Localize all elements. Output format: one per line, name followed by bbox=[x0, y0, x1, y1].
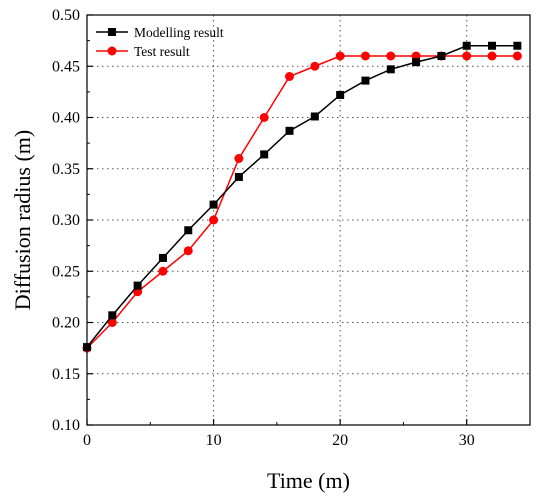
axis-ticks: 0 10 20 30 0.10 0.15 0.20 0.25 0.30 0.35 0.40 0.45 0… bbox=[52, 7, 475, 449]
data-point-square bbox=[209, 200, 218, 209]
data-point-circle bbox=[386, 51, 396, 61]
data-point-square bbox=[412, 58, 421, 67]
x-tick-label: 0 bbox=[83, 432, 91, 449]
y-tick-label: 0.50 bbox=[52, 7, 80, 24]
data-point-square bbox=[108, 311, 117, 320]
legend-label: Test result bbox=[134, 44, 190, 59]
data-point-square bbox=[310, 112, 319, 121]
data-point-square bbox=[488, 41, 497, 50]
data-point-square bbox=[158, 253, 167, 262]
data-point-square bbox=[133, 281, 142, 290]
data-point-square bbox=[462, 41, 471, 50]
data-point-circle bbox=[183, 246, 193, 256]
grid-lines bbox=[87, 15, 530, 425]
y-tick-label: 0.45 bbox=[52, 58, 80, 75]
data-point-circle bbox=[310, 61, 320, 71]
data-point-circle bbox=[462, 51, 472, 61]
x-axis-title: Time (m) bbox=[267, 468, 350, 493]
series-test bbox=[82, 51, 522, 353]
series-line bbox=[86, 45, 518, 348]
data-point-circle bbox=[158, 266, 168, 276]
data-point-circle bbox=[209, 215, 219, 225]
data-point-circle bbox=[234, 154, 244, 163]
series-layer bbox=[82, 41, 522, 353]
x-tick-label: 30 bbox=[459, 432, 475, 449]
data-point-square bbox=[108, 28, 116, 36]
data-point-circle bbox=[487, 51, 497, 61]
data-point-square bbox=[513, 41, 522, 50]
y-tick-label: 0.30 bbox=[52, 212, 80, 229]
legend-item: Modelling result bbox=[96, 25, 224, 40]
data-point-square bbox=[285, 126, 294, 135]
x-tick-label: 20 bbox=[332, 432, 348, 449]
x-tick-label: 10 bbox=[206, 432, 222, 449]
y-axis-title: Diffusion radius (m) bbox=[10, 130, 35, 310]
legend-item: Test result bbox=[96, 44, 190, 59]
data-point-circle bbox=[285, 72, 295, 81]
y-tick-label: 0.10 bbox=[52, 417, 80, 434]
y-tick-label: 0.40 bbox=[52, 110, 80, 127]
series-line bbox=[86, 55, 518, 349]
y-tick-label: 0.35 bbox=[52, 161, 80, 178]
y-tick-label: 0.25 bbox=[52, 263, 80, 280]
data-point-square bbox=[234, 172, 243, 181]
data-point-square bbox=[437, 52, 446, 60]
data-point-square bbox=[386, 65, 395, 74]
data-point-square bbox=[260, 150, 269, 159]
data-point-square bbox=[184, 226, 193, 235]
data-point-circle bbox=[335, 51, 345, 61]
y-tick-label: 0.15 bbox=[52, 366, 80, 383]
data-point-square bbox=[361, 76, 370, 85]
data-point-circle bbox=[360, 51, 370, 61]
series-modelling bbox=[83, 41, 522, 352]
data-point-square bbox=[336, 90, 345, 99]
data-point-circle bbox=[107, 318, 117, 327]
data-point-circle bbox=[107, 46, 117, 56]
data-point-circle bbox=[512, 51, 522, 61]
legend: Modelling result Test result bbox=[96, 25, 224, 59]
legend-label: Modelling result bbox=[134, 25, 224, 40]
y-tick-label: 0.20 bbox=[52, 315, 80, 332]
data-point-circle bbox=[259, 113, 269, 122]
